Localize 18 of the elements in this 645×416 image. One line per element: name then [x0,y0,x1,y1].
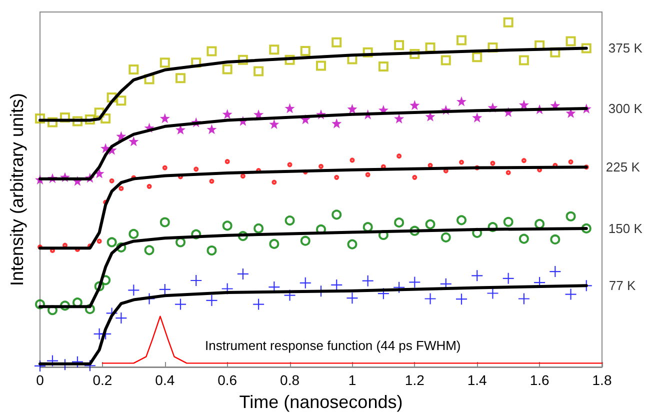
series-label: 300 K [608,101,643,116]
x-tick-label: 0.2 [92,372,112,388]
x-tick-label: 1.8 [592,372,612,388]
annotation: Instrument response function (44 ps FWHM) [205,338,461,353]
x-tick-label: 0.8 [280,372,300,388]
x-axis-title: Time (nanoseconds) [239,392,403,412]
series-label: 77 K [608,278,636,294]
x-tick-label: 0 [36,372,44,388]
x-tick-label: 0.4 [155,372,175,388]
x-tick-label: 1.2 [404,372,425,388]
x-tick-label: 0.6 [218,372,238,388]
x-tick-label: 1.6 [530,372,550,388]
x-tick-label: 1.4 [467,372,488,388]
series-label: 375 K [608,40,643,56]
y-axis-title: Intensity (arbitrary units) [7,92,27,286]
x-tick-label: 1 [348,372,356,388]
series-label: 150 K [608,220,643,236]
series-label: 225 K [606,160,640,175]
